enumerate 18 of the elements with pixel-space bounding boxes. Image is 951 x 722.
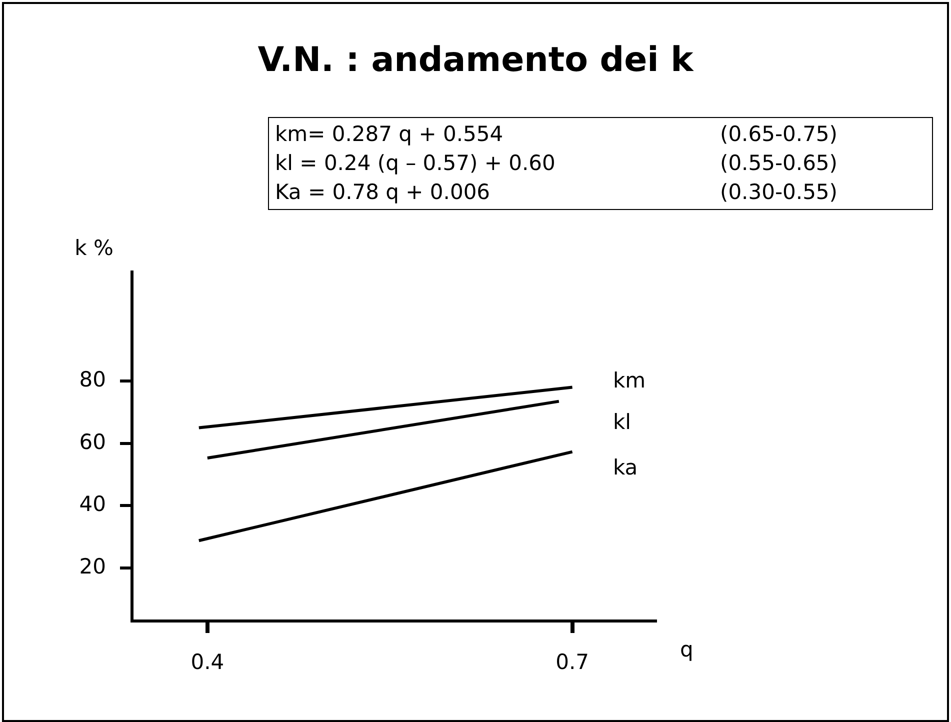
y-tick-label: 40 [79,492,106,516]
chart-title: V.N. : andamento dei k [256,40,695,80]
y-tick-label: 80 [79,368,106,392]
x-axis-title: q [680,637,694,662]
series-label: ka [613,455,638,480]
text: Ka = 0.78 q + 0.006 [275,179,492,206]
y-tick-label: 20 [79,554,106,578]
y-axis-title: k % [74,236,114,260]
text: (0.30-0.55) [720,179,838,206]
x-tick-label: 0.4 [190,650,224,674]
text: kl = 0.24 (q – 0.57) + 0.60 [275,150,556,177]
text: kl [613,410,631,434]
text: km= 0.287 q + 0.554 [275,121,504,148]
series-label: km [613,368,646,393]
text: (0.55-0.65) [720,150,838,177]
x-tick-label: 0.7 [556,650,589,674]
text: (0.65-0.75) [720,121,838,148]
y-tick-label: 60 [79,430,106,454]
